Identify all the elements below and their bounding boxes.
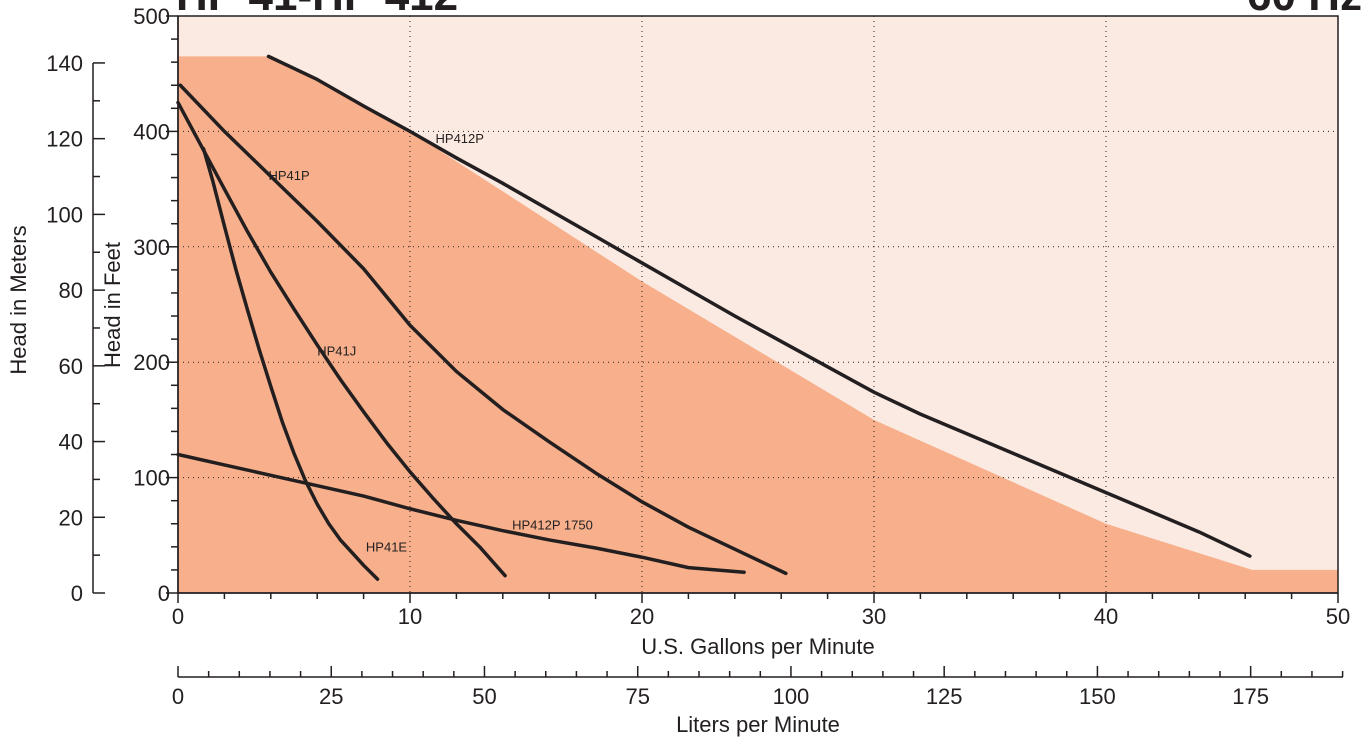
meters-tick-label-40: 40 (59, 430, 83, 455)
meters-tick-label-80: 80 (59, 278, 83, 303)
curve-labels: HP412P HP41P HP41J HP41E HP412P 1750 (268, 131, 592, 555)
curve-hp41p (178, 83, 788, 576)
curve-label-hp41e: HP41E (366, 539, 408, 554)
feet-tick-label-400: 400 (133, 119, 170, 144)
lpm-axis: 0255075100125150175200 (172, 666, 1344, 709)
curve-label-hp412p: HP412P (436, 131, 484, 146)
meters-tick-label-60: 60 (59, 354, 83, 379)
lpm-tick-label-125: 125 (926, 684, 963, 709)
lpm-tick-label-100: 100 (773, 684, 810, 709)
feet-tick-label-100: 100 (133, 466, 170, 491)
gpm-tick-label-10: 10 (398, 604, 422, 629)
feet-tick-label-200: 200 (133, 350, 170, 375)
curve-hp412p (266, 54, 1252, 558)
gpm-tick-label-20: 20 (630, 604, 654, 629)
curve-hp41e (201, 146, 380, 581)
curve-label-hp41p: HP41P (268, 168, 309, 183)
secondary-x-axis-title: Liters per Minute (676, 712, 840, 737)
lpm-tick-label-50: 50 (472, 684, 496, 709)
secondary-y-axis-title: Head in Meters (6, 225, 31, 374)
lpm-tick-label-0: 0 (172, 684, 184, 709)
grid-lines (178, 16, 1338, 593)
meters-tick-label-0: 0 (71, 581, 83, 606)
y-axis-title: Head in Feet (100, 242, 125, 368)
curve-label-hp412p-1750: HP412P 1750 (512, 518, 593, 533)
feet-tick-label-0: 0 (158, 581, 170, 606)
curve-hp412p-1750 (176, 452, 746, 574)
x-axis-title: U.S. Gallons per Minute (641, 634, 875, 659)
curve-hp41j (176, 100, 507, 578)
curve-label-hp41j: HP41J (317, 343, 356, 358)
lpm-tick-label-25: 25 (319, 684, 343, 709)
head-meters-axis: 0 20 40 60 80 100 120 140 (46, 51, 105, 606)
lpm-tick-label-150: 150 (1079, 684, 1116, 709)
head-feet-axis: 0 100 200 300 400 500 (133, 4, 179, 606)
feet-tick-label-500: 500 (133, 4, 170, 29)
lpm-tick-label-175: 175 (1232, 684, 1269, 709)
gpm-tick-label-40: 40 (1094, 604, 1118, 629)
gpm-tick-label-50: 50 (1326, 604, 1350, 629)
lpm-tick-label-75: 75 (625, 684, 649, 709)
chart-header-right: 60 Hz (1247, 0, 1362, 20)
pump-curves (176, 54, 1252, 581)
chart-header-left: HP 41-HP 412 (176, 0, 458, 20)
gpm-axis: 0 10 20 30 40 50 (172, 592, 1350, 629)
feet-tick-label-300: 300 (133, 235, 170, 260)
meters-tick-label-100: 100 (46, 202, 83, 227)
meters-tick-label-120: 120 (46, 127, 83, 152)
meters-tick-label-140: 140 (46, 51, 83, 76)
gpm-tick-label-30: 30 (862, 604, 886, 629)
operating-region (178, 56, 1338, 593)
meters-tick-label-20: 20 (59, 505, 83, 530)
gpm-tick-label-0: 0 (172, 604, 184, 629)
